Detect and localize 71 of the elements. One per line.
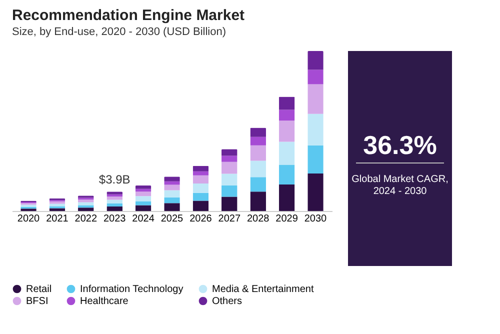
x-tick-label: 2022 bbox=[74, 214, 98, 224]
bar bbox=[250, 177, 266, 192]
bar bbox=[250, 136, 266, 146]
bar bbox=[278, 96, 295, 110]
bar bbox=[78, 205, 94, 208]
bar bbox=[250, 145, 266, 161]
text: Global Market CAGR, 2024 - 2030 bbox=[352, 174, 448, 197]
bar bbox=[106, 196, 122, 200]
bar bbox=[164, 190, 180, 198]
bar bbox=[278, 164, 295, 184]
bar bbox=[308, 145, 324, 174]
bar bbox=[164, 203, 180, 211]
x-tick-label: 2026 bbox=[190, 214, 212, 224]
legend-label: Media & Entertainment bbox=[212, 284, 314, 295]
bar bbox=[250, 192, 266, 211]
bar bbox=[222, 156, 238, 162]
text: 36.3% bbox=[363, 130, 437, 160]
bar bbox=[278, 184, 295, 211]
bar bbox=[192, 166, 209, 172]
chart-title: Recommendation Engine Market bbox=[12, 7, 245, 24]
bar bbox=[308, 114, 324, 146]
legend-label: Retail bbox=[26, 284, 52, 295]
bar bbox=[222, 196, 238, 211]
bar bbox=[222, 149, 238, 156]
x-tick-label: 2030 bbox=[304, 214, 328, 224]
bar bbox=[106, 200, 122, 204]
bar bbox=[135, 192, 152, 196]
bar bbox=[49, 208, 66, 211]
bar bbox=[250, 128, 266, 137]
x-tick-label: 2021 bbox=[46, 214, 69, 224]
bar bbox=[222, 162, 238, 174]
bar bbox=[106, 203, 122, 207]
bar bbox=[278, 120, 295, 142]
legend-label: Healthcare bbox=[80, 296, 129, 307]
bar bbox=[106, 206, 122, 211]
bar bbox=[49, 201, 66, 204]
bar bbox=[78, 208, 94, 211]
legend-label: BFSI bbox=[26, 296, 48, 307]
x-tick-label: 2025 bbox=[160, 214, 184, 224]
bar bbox=[308, 174, 324, 211]
annotation: $3.9B bbox=[98, 172, 130, 187]
x-tick-label: 2024 bbox=[132, 214, 155, 224]
x-tick-label: 2029 bbox=[276, 214, 298, 224]
x-tick-label: 2027 bbox=[218, 214, 241, 224]
bar bbox=[278, 142, 295, 165]
legend-label: Others bbox=[212, 296, 242, 307]
x-tick-label: 2028 bbox=[246, 214, 270, 224]
bar bbox=[135, 201, 152, 206]
bar bbox=[164, 197, 180, 204]
bar bbox=[192, 171, 209, 176]
bar bbox=[135, 186, 152, 189]
bar bbox=[250, 160, 266, 178]
bar bbox=[78, 202, 94, 206]
bar bbox=[135, 205, 152, 211]
bar bbox=[135, 188, 152, 192]
bar bbox=[192, 200, 209, 211]
bar bbox=[308, 51, 324, 70]
x-tick-label: 2020 bbox=[17, 214, 40, 224]
bar bbox=[192, 183, 209, 193]
bar bbox=[308, 70, 324, 84]
bar bbox=[222, 174, 238, 186]
legend-label: Information Technology bbox=[80, 284, 184, 295]
bar bbox=[164, 181, 180, 185]
x-tick-label: 2023 bbox=[103, 214, 126, 224]
bar bbox=[192, 192, 209, 201]
bar bbox=[222, 186, 238, 197]
chart-subtitle: Size, by End-use, 2020 - 2030 (USD Billion) bbox=[12, 26, 226, 38]
bar bbox=[135, 196, 152, 202]
bar bbox=[308, 84, 324, 114]
bar bbox=[278, 110, 295, 121]
bar bbox=[192, 175, 209, 184]
